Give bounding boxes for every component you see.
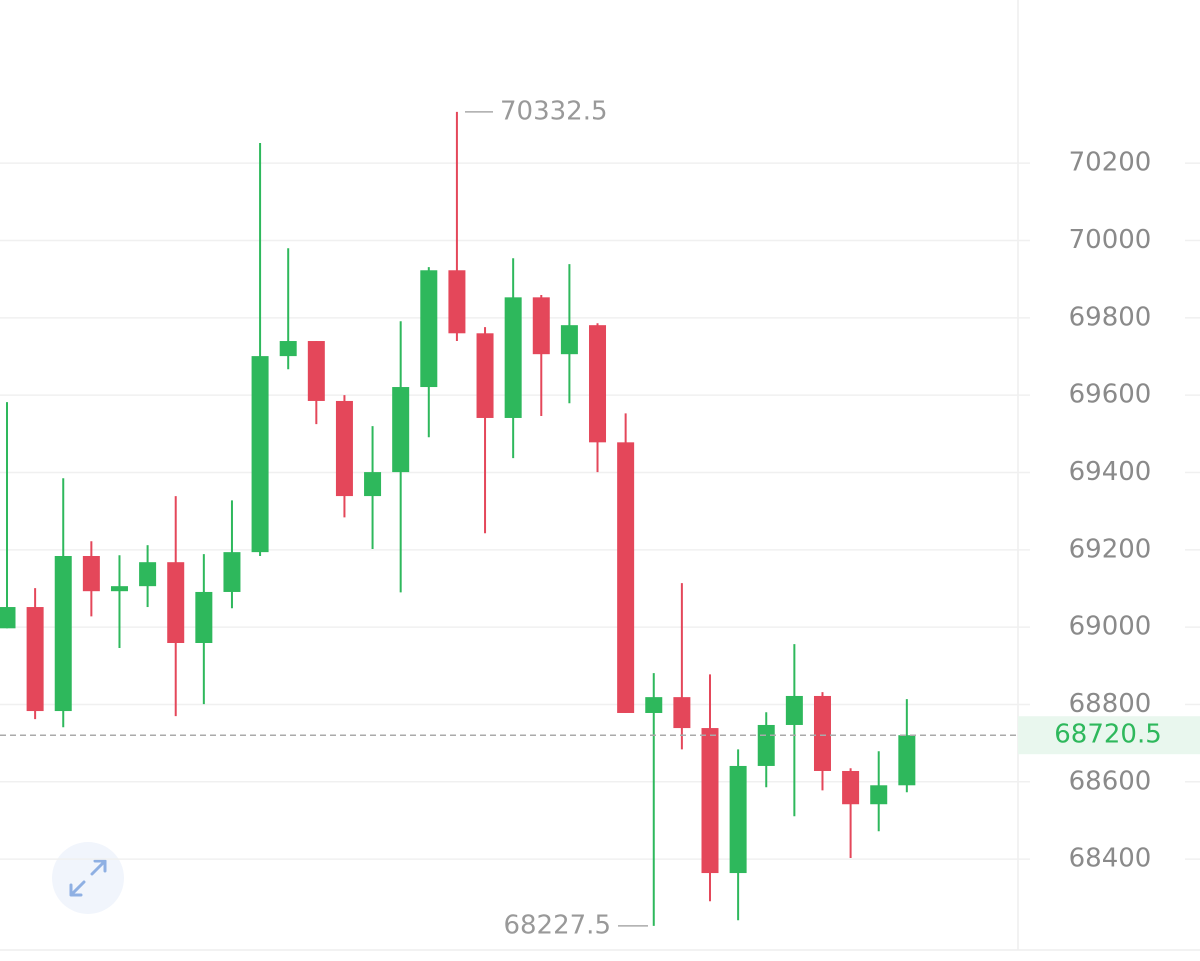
candle-body	[476, 333, 494, 418]
candle-body	[645, 697, 663, 713]
y-tick-label: 69600	[1069, 380, 1152, 410]
low-marker-label: 68227.5	[503, 910, 611, 940]
y-tick-label: 69800	[1069, 302, 1152, 332]
candle-body	[785, 695, 803, 725]
candle-body	[279, 341, 297, 357]
candle-body	[54, 556, 72, 712]
candle-body	[0, 607, 16, 629]
candle-body	[729, 765, 747, 874]
y-tick-label: 69000	[1069, 612, 1152, 642]
y-tick-label: 69200	[1069, 534, 1152, 564]
candle-body	[82, 556, 100, 592]
y-tick-label: 68400	[1069, 844, 1152, 874]
candle-body	[251, 356, 269, 553]
expand-icon[interactable]	[69, 859, 107, 897]
candle-body	[110, 586, 128, 592]
expand-button[interactable]	[52, 842, 124, 914]
candle-body	[701, 728, 719, 874]
candle-body	[392, 387, 410, 473]
candle-body	[504, 297, 522, 418]
candle-body	[757, 724, 775, 766]
y-tick-label: 69400	[1069, 457, 1152, 487]
candle-body	[842, 770, 860, 805]
candle-body	[26, 607, 44, 712]
candle-body	[335, 400, 353, 497]
high-marker-label: 70332.5	[500, 96, 608, 126]
candle-body	[195, 591, 213, 643]
y-tick-label: 70200	[1069, 148, 1152, 178]
candle-body	[223, 552, 241, 592]
candle-body	[560, 325, 578, 355]
y-tick-label: 68800	[1069, 689, 1152, 719]
expand-button-bg[interactable]	[52, 842, 124, 914]
candle-body	[813, 695, 831, 771]
candle-body	[673, 697, 691, 729]
y-tick-label: 70000	[1069, 225, 1152, 255]
y-tick-label: 68600	[1069, 766, 1152, 796]
candle-body	[617, 442, 635, 713]
last-price-box	[1018, 716, 1200, 755]
candle-body	[532, 297, 550, 355]
candle-body	[420, 270, 438, 388]
candle-body	[139, 562, 157, 587]
candle-body	[898, 735, 916, 786]
candle-body	[870, 785, 888, 805]
candle-body	[589, 325, 607, 443]
candle-body	[448, 270, 466, 334]
candle-body	[307, 341, 325, 401]
candle-body	[167, 562, 185, 643]
last-price-label: 68720.5	[1054, 720, 1162, 750]
candle-body	[364, 472, 382, 497]
